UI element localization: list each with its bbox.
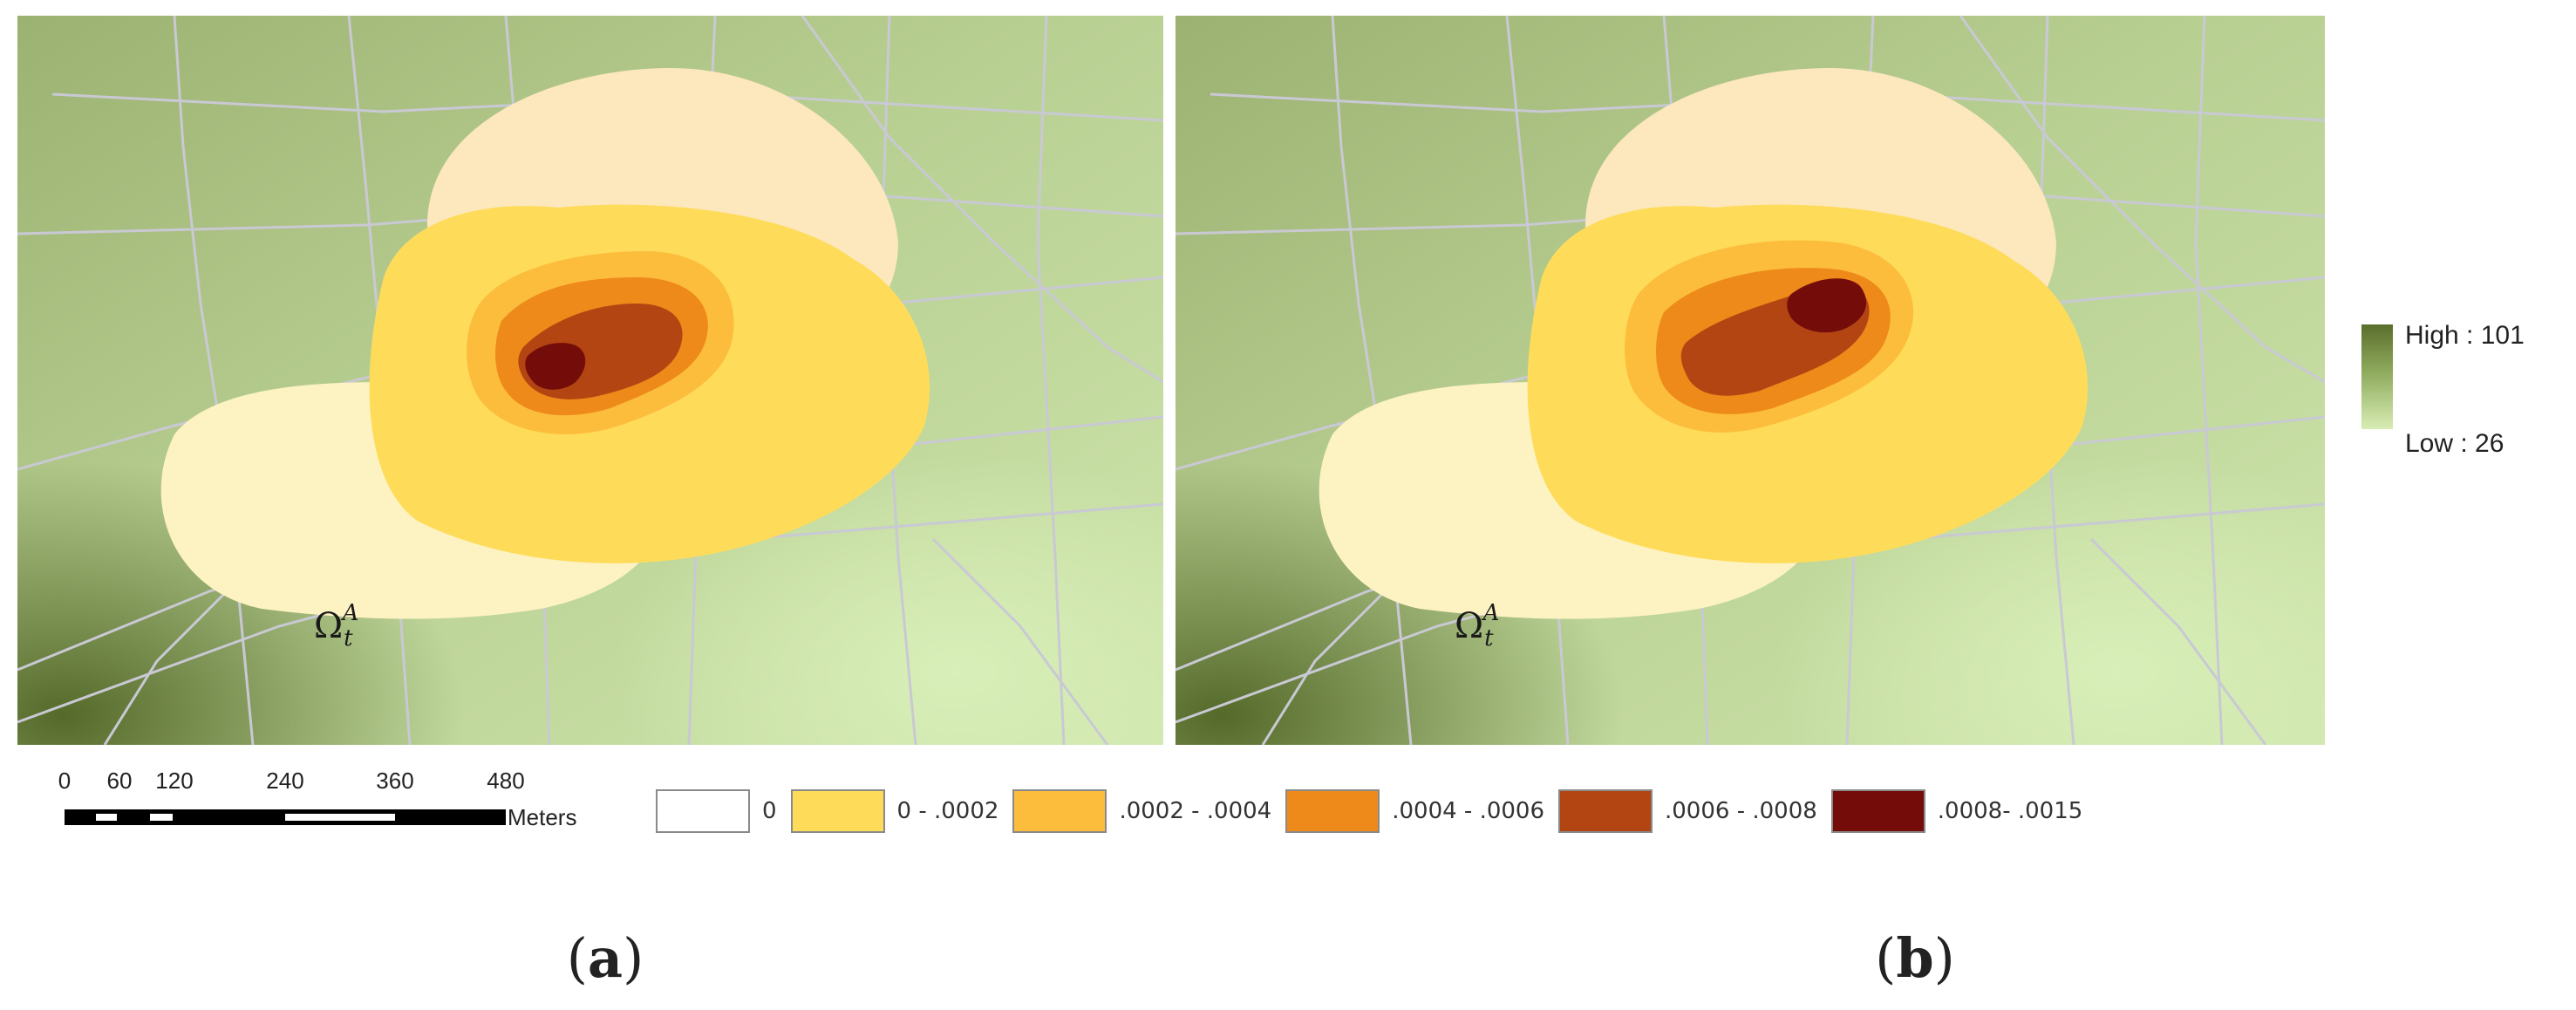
- legend-swatch: [1012, 789, 1107, 833]
- scale-tick-label: 240: [266, 768, 304, 794]
- scale-tick-label: 480: [487, 768, 525, 794]
- density-map-a: [17, 16, 1163, 745]
- density-zones: [160, 68, 930, 619]
- zone-5: [525, 343, 586, 390]
- region-label-omega: ΩtA: [314, 600, 359, 652]
- region-label-omega: ΩtA: [1455, 600, 1500, 652]
- map-panel-a: ΩtA: [17, 16, 1163, 745]
- legend-swatch: [1285, 789, 1380, 833]
- density-legend: 0 0 - .0002 .0002 - .0004 .0004 - .0006 …: [656, 787, 2096, 836]
- legend-swatch: [1830, 789, 1925, 833]
- scale-tick-label: 0: [58, 768, 72, 794]
- legend-label: .0002 - .0004: [1119, 798, 1272, 824]
- legend-label: 0: [762, 798, 777, 824]
- legend-item: .0004 - .0006: [1285, 789, 1544, 833]
- caption-a: (a): [566, 926, 644, 990]
- scale-bar-graphic: [65, 809, 506, 825]
- scale-bar: 0 60 120 240 360 480 Meters: [58, 768, 619, 837]
- legend-item: .0002 - .0004: [1012, 789, 1271, 833]
- map-panel-b: ΩtA: [1176, 16, 2325, 745]
- density-map-b: [1176, 16, 2325, 745]
- legend-swatch: [790, 789, 885, 833]
- legend-swatch: [656, 789, 750, 833]
- legend-item: .0006 - .0008: [1558, 789, 1817, 833]
- elevation-high-label: High : 101: [2405, 321, 2525, 350]
- legend-label: .0006 - .0008: [1665, 798, 1817, 824]
- zone-5: [1787, 278, 1867, 333]
- scale-units-label: Meters: [508, 804, 577, 830]
- scale-tick-label: 60: [106, 768, 133, 794]
- legend-item: 0 - .0002: [790, 789, 999, 833]
- legend-item: .0008- .0015: [1830, 789, 2083, 833]
- scale-tick-label: 360: [376, 768, 414, 794]
- caption-b: (b): [1875, 926, 1955, 990]
- elevation-color-ramp: [2361, 324, 2393, 429]
- legend-item: 0: [656, 789, 777, 833]
- density-zones: [1319, 68, 2089, 619]
- elevation-low-label: Low : 26: [2405, 429, 2504, 458]
- scale-tick-label: 120: [155, 768, 194, 794]
- legend-label: .0008- .0015: [1937, 798, 2083, 824]
- legend-swatch: [1558, 789, 1653, 833]
- elevation-legend: High : 101 Low : 26: [2361, 321, 2562, 490]
- legend-label: .0004 - .0006: [1392, 798, 1544, 824]
- legend-label: 0 - .0002: [896, 798, 999, 824]
